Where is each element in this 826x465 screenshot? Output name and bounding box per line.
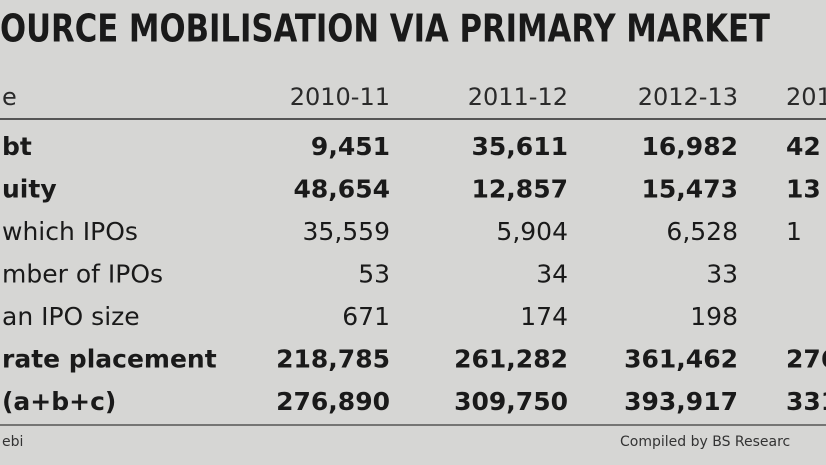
row-label: which IPOs — [2, 217, 138, 246]
cell-value: 218,785 — [276, 345, 390, 374]
table-title: OURCE MOBILISATION VIA PRIMARY MARKET — [0, 7, 770, 51]
cell-value: 198 — [690, 302, 738, 331]
row-label: bt — [2, 132, 32, 161]
row-label: mber of IPOs — [2, 260, 163, 289]
cell-value: 13 — [786, 175, 821, 204]
header-label: e — [2, 83, 17, 111]
cell-value: 174 — [520, 302, 568, 331]
row-label: an IPO size — [2, 302, 140, 331]
row-label: (a+b+c) — [2, 387, 116, 416]
cell-value: 9,451 — [311, 132, 390, 161]
header-year: 2011-12 — [468, 83, 568, 111]
cell-value: 5,904 — [496, 217, 568, 246]
cell-value: 1 — [786, 217, 802, 246]
cell-value: 276,890 — [276, 387, 390, 416]
cell-value: 48,654 — [294, 175, 390, 204]
cell-value: 309,750 — [454, 387, 568, 416]
cell-value: 33 — [706, 260, 738, 289]
cell-value: 331 — [786, 387, 826, 416]
credit-note: Compiled by BS Researc — [620, 434, 790, 450]
row-label: uity — [2, 175, 57, 204]
cell-value: 53 — [358, 260, 390, 289]
header-year: 2012-13 — [638, 83, 738, 111]
cell-value: 361,462 — [624, 345, 738, 374]
row-label: rate placement — [2, 345, 217, 374]
cell-value: 6,528 — [666, 217, 738, 246]
cell-value: 276 — [786, 345, 826, 374]
cell-value: 35,559 — [303, 217, 390, 246]
header-year: 201 — [786, 83, 826, 111]
source-note: ebi — [2, 434, 23, 450]
header-year: 2010-11 — [290, 83, 390, 111]
cell-value: 261,282 — [454, 345, 568, 374]
cell-value: 12,857 — [472, 175, 568, 204]
cell-value: 34 — [536, 260, 568, 289]
cell-value: 42 — [786, 132, 821, 161]
cell-value: 671 — [342, 302, 390, 331]
cell-value: 15,473 — [642, 175, 738, 204]
cell-value: 16,982 — [642, 132, 738, 161]
cell-value: 393,917 — [624, 387, 738, 416]
cell-value: 35,611 — [472, 132, 568, 161]
